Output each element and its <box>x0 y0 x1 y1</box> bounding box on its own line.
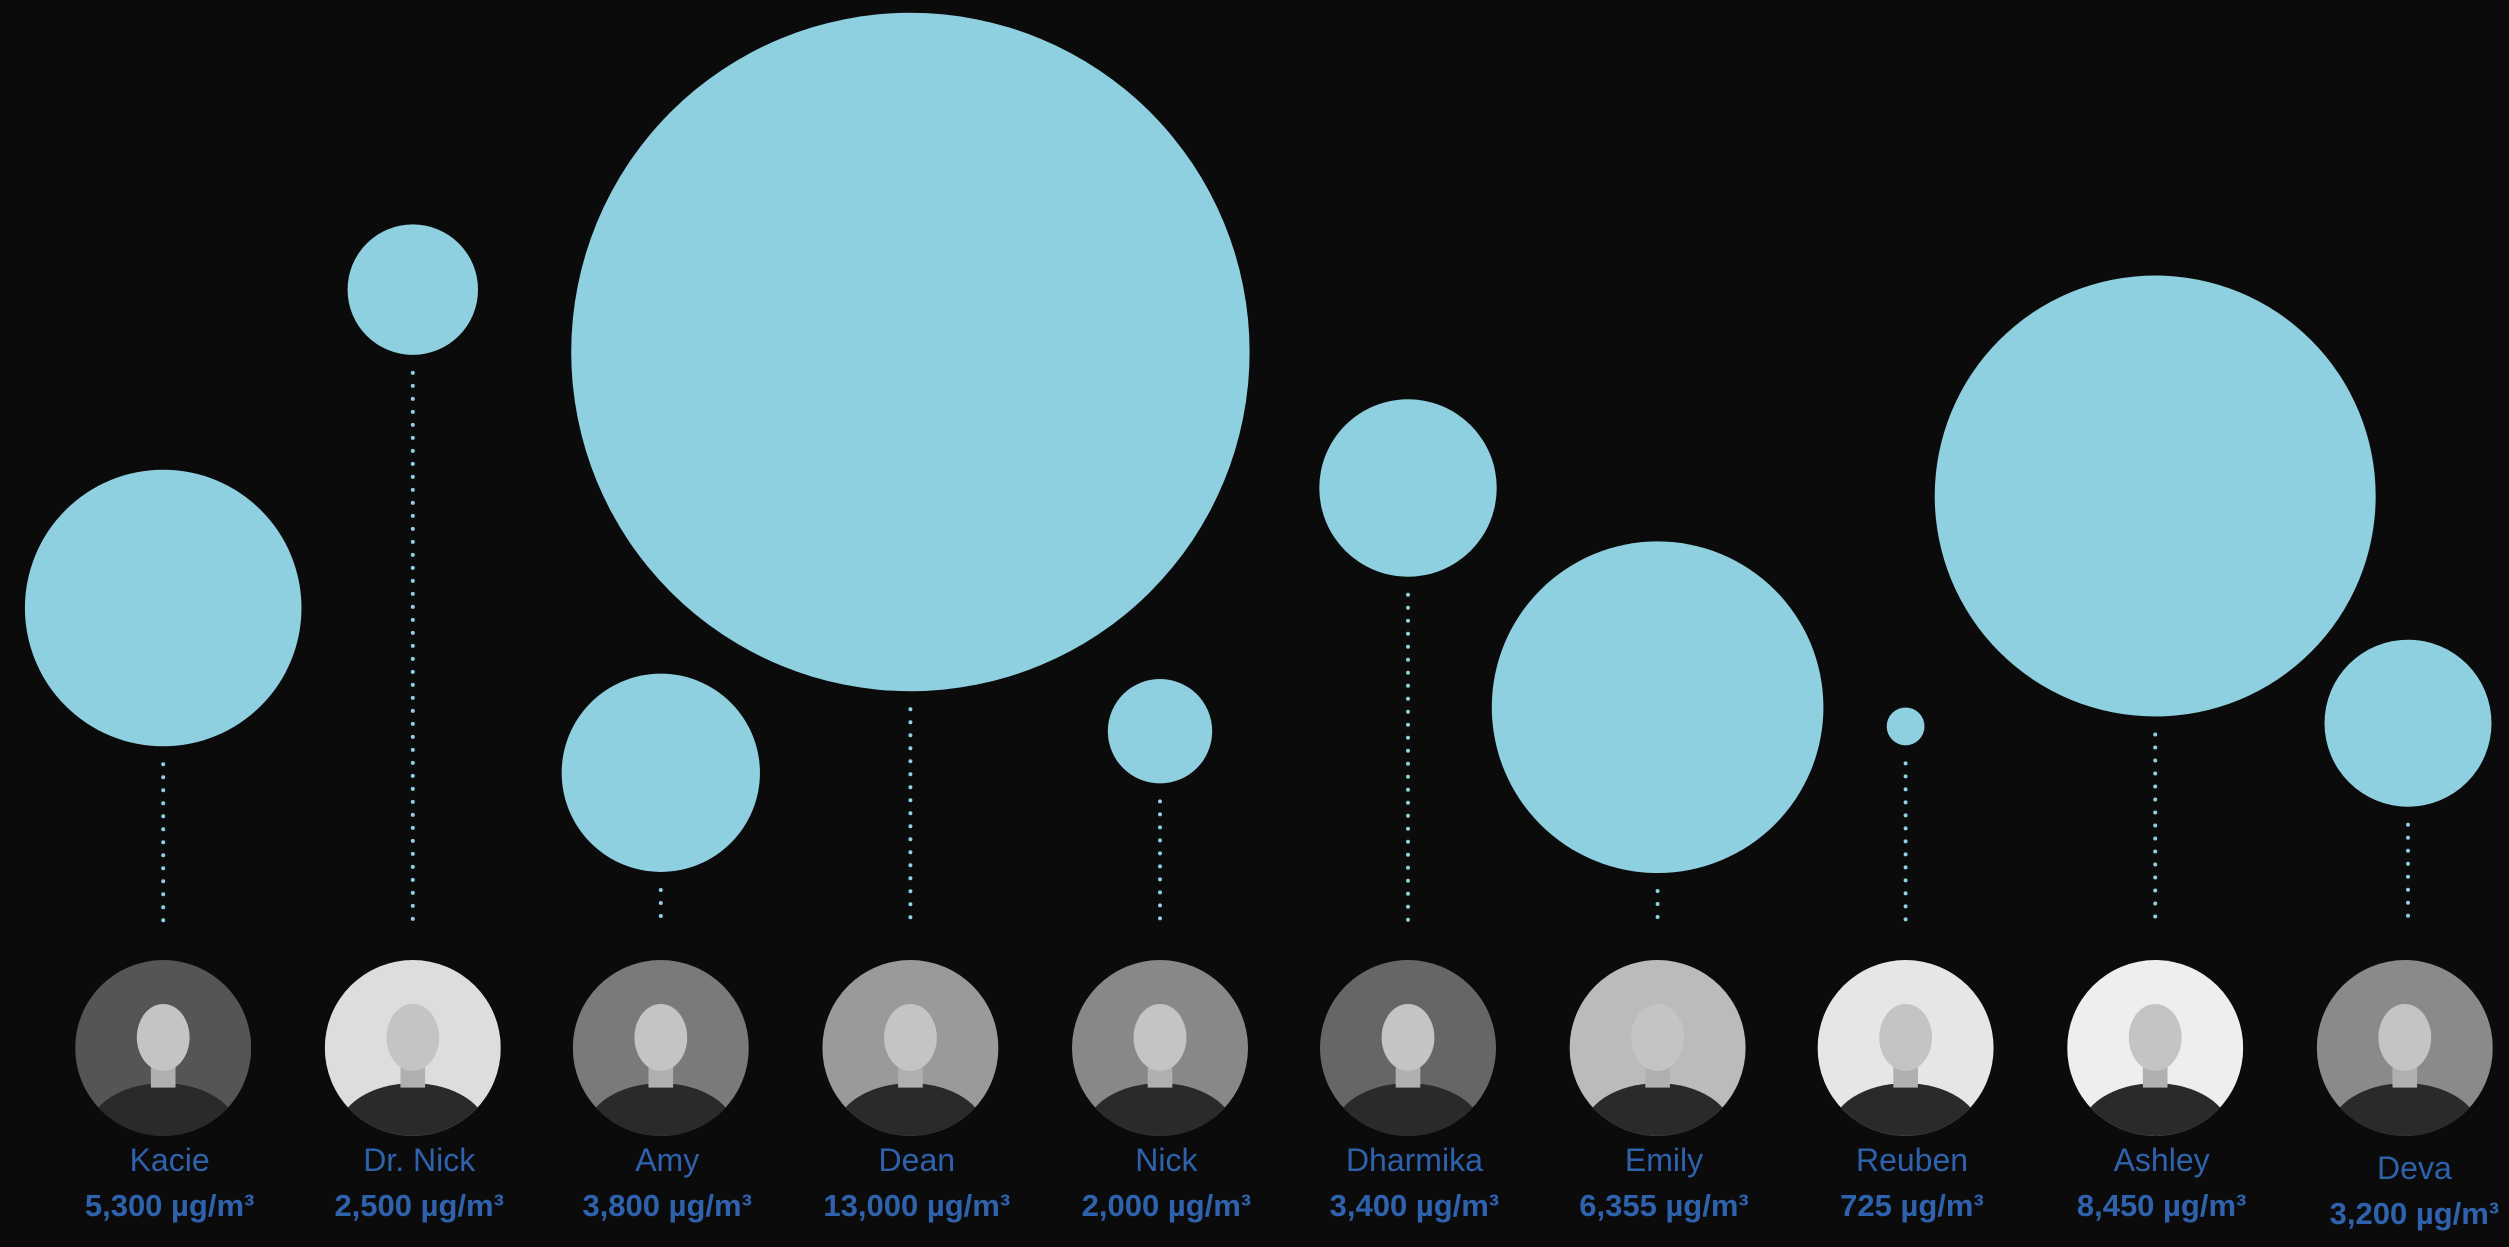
bubble <box>1492 541 1824 873</box>
value-label: 725 µg/m³ <box>1840 1188 1984 1223</box>
person-name: Ashley <box>2114 1142 2210 1178</box>
person-name: Reuben <box>1856 1142 1968 1178</box>
person-name: Dharmika <box>1346 1142 1483 1178</box>
portrait-head <box>137 1004 190 1071</box>
value-label: 13,000 µg/m³ <box>823 1188 1010 1223</box>
value-label: 8,450 µg/m³ <box>2077 1188 2247 1223</box>
person-name: Deva <box>2377 1150 2452 1186</box>
value-label: 3,800 µg/m³ <box>582 1188 752 1223</box>
person-name: Kacie <box>130 1142 210 1178</box>
bubble <box>25 470 302 747</box>
value-label: 5,300 µg/m³ <box>85 1188 255 1223</box>
bubble <box>1108 679 1212 783</box>
bubble <box>1887 707 1925 745</box>
chart: Kacie 5,300 µg/m³ Dr. Nick 2,500 µg/m³ Amy 3,… <box>0 0 2509 1247</box>
person-name: Dr. Nick <box>363 1142 476 1178</box>
bubble <box>571 13 1249 691</box>
page: {"chart_data": {"type": "bubble", "categ… <box>0 0 2509 1247</box>
value-label: 2,000 µg/m³ <box>1082 1188 1252 1223</box>
portrait-head <box>2378 1004 2431 1071</box>
bubble <box>1319 399 1496 576</box>
portrait-head <box>2129 1004 2182 1071</box>
person-name: Nick <box>1135 1142 1198 1178</box>
portrait-head <box>634 1004 687 1071</box>
portrait-head <box>386 1004 439 1071</box>
portrait-head <box>1134 1004 1187 1071</box>
value-label: 3,200 µg/m³ <box>2330 1196 2500 1231</box>
value-label: 2,500 µg/m³ <box>334 1188 504 1223</box>
value-label: 3,400 µg/m³ <box>1330 1188 1500 1223</box>
value-label: 6,355 µg/m³ <box>1579 1188 1749 1223</box>
portrait-head <box>884 1004 937 1071</box>
bubble <box>562 674 760 872</box>
portrait-head <box>1631 1004 1684 1071</box>
bubble <box>2325 640 2492 807</box>
person-name: Dean <box>879 1142 956 1178</box>
person-name: Amy <box>635 1142 699 1178</box>
portrait-head <box>1879 1004 1932 1071</box>
person-name: Emily <box>1625 1142 1703 1178</box>
bubble <box>1935 276 2376 717</box>
portrait-head <box>1382 1004 1435 1071</box>
bubble <box>348 224 478 354</box>
